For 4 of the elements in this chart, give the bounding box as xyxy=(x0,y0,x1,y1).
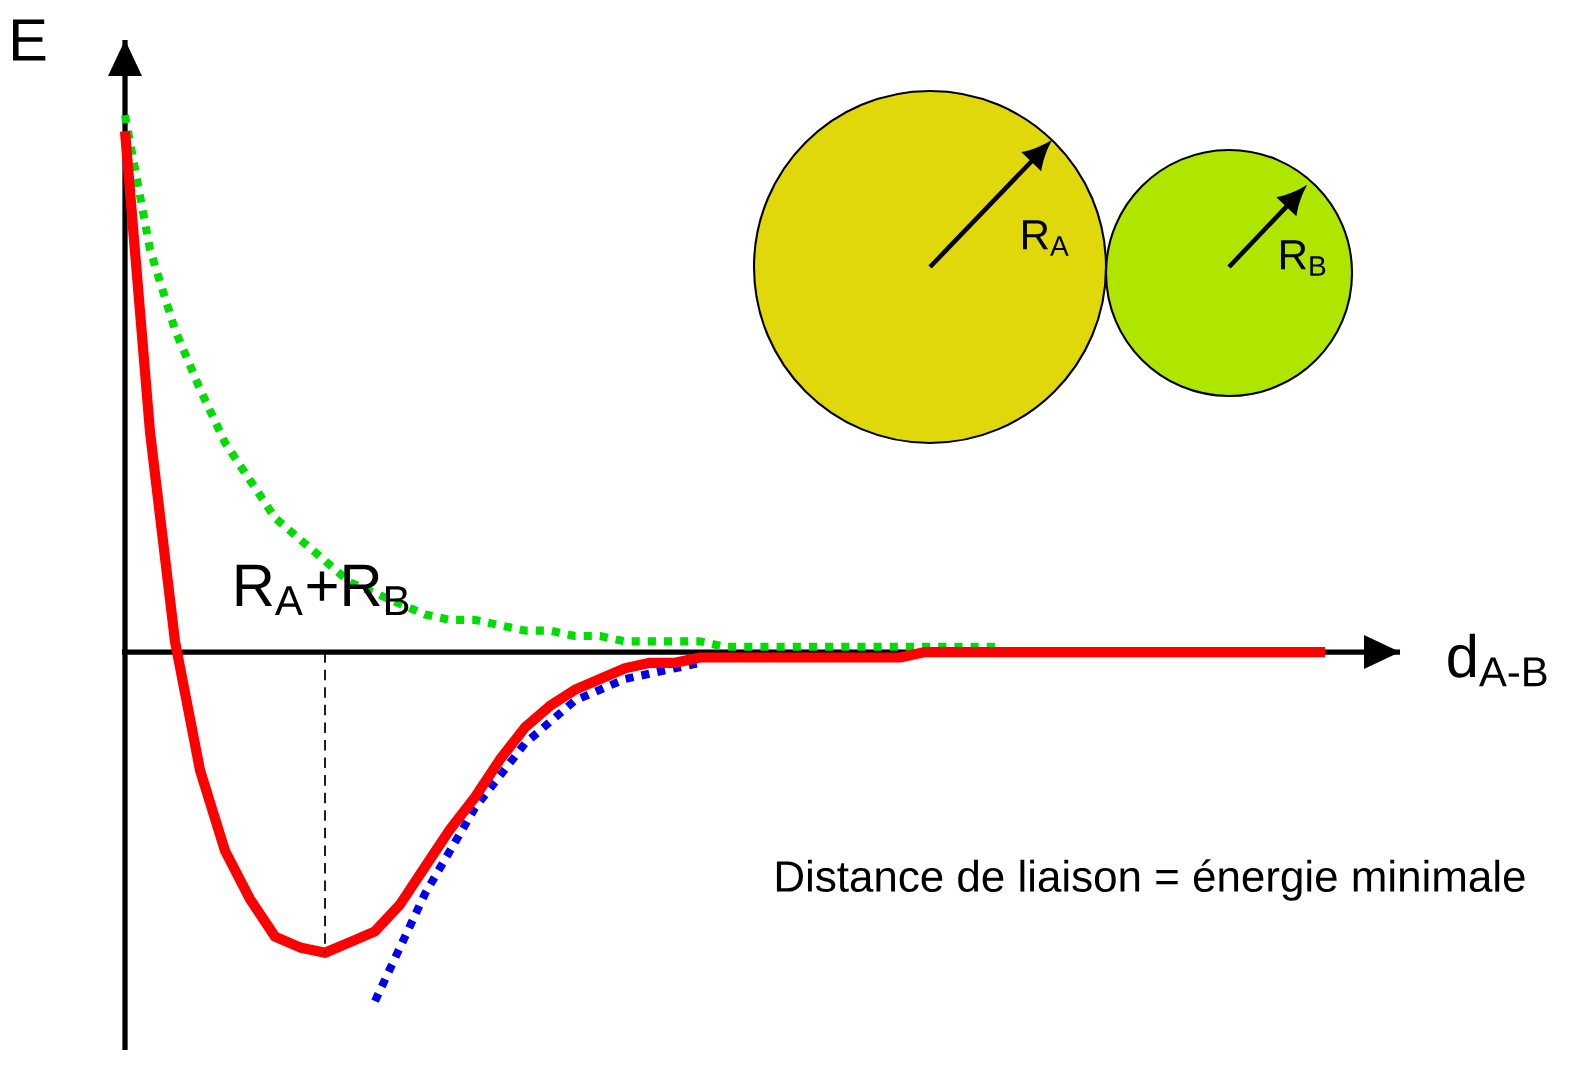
annotation: R$_{B}$ xyxy=(1281,240,1326,276)
y-axis-title: E xyxy=(12,19,46,61)
annotation: Distance de liaison = énergie minimale xyxy=(776,859,1525,901)
x-axis-title: d$_{A-B}$ xyxy=(1448,633,1547,687)
